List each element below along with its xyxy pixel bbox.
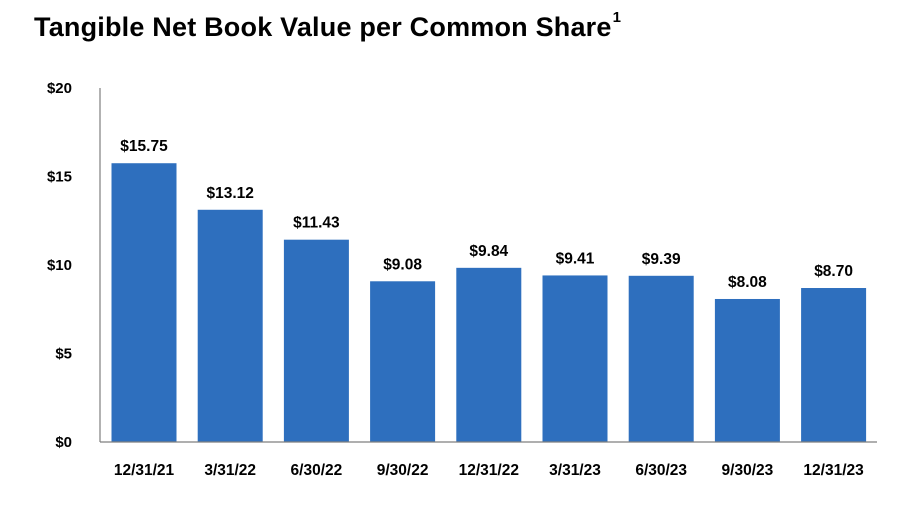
y-tick-label: $5	[55, 346, 72, 363]
x-tick-label: 12/31/21	[114, 462, 175, 479]
bar	[801, 288, 867, 442]
title-footnote-marker: 1	[612, 9, 622, 26]
bar	[370, 281, 436, 442]
data-label: $8.70	[814, 263, 853, 280]
x-tick-label: 3/31/23	[549, 462, 601, 479]
x-tick-label: 9/30/23	[722, 462, 774, 479]
data-label: $9.39	[642, 251, 681, 268]
bar	[628, 275, 694, 442]
bar	[197, 209, 263, 442]
x-tick-label: 12/31/23	[803, 462, 864, 479]
data-label: $13.12	[206, 185, 253, 202]
data-label: $8.08	[728, 274, 767, 291]
data-label: $9.84	[469, 243, 508, 260]
bar	[456, 267, 522, 442]
chart-title-text: Tangible Net Book Value per Common Share	[34, 12, 612, 42]
bar	[283, 239, 349, 442]
data-label: $9.08	[383, 256, 422, 273]
bar	[714, 298, 780, 442]
x-tick-label: 9/30/22	[377, 462, 429, 479]
data-label: $15.75	[120, 138, 168, 155]
data-label: $11.43	[293, 215, 340, 232]
x-tick-label: 6/30/22	[291, 462, 343, 479]
chart-title: Tangible Net Book Value per Common Share…	[34, 9, 622, 43]
x-tick-label: 6/30/23	[635, 462, 687, 479]
data-label: $9.41	[556, 250, 595, 267]
y-tick-label: $0	[55, 434, 72, 451]
x-tick-label: 12/31/22	[459, 462, 519, 479]
x-tick-label: 3/31/22	[204, 462, 256, 479]
y-tick-label: $20	[47, 80, 72, 97]
y-tick-label: $10	[47, 257, 72, 274]
bar	[111, 163, 177, 442]
bar	[542, 275, 608, 442]
y-tick-label: $15	[47, 169, 72, 186]
